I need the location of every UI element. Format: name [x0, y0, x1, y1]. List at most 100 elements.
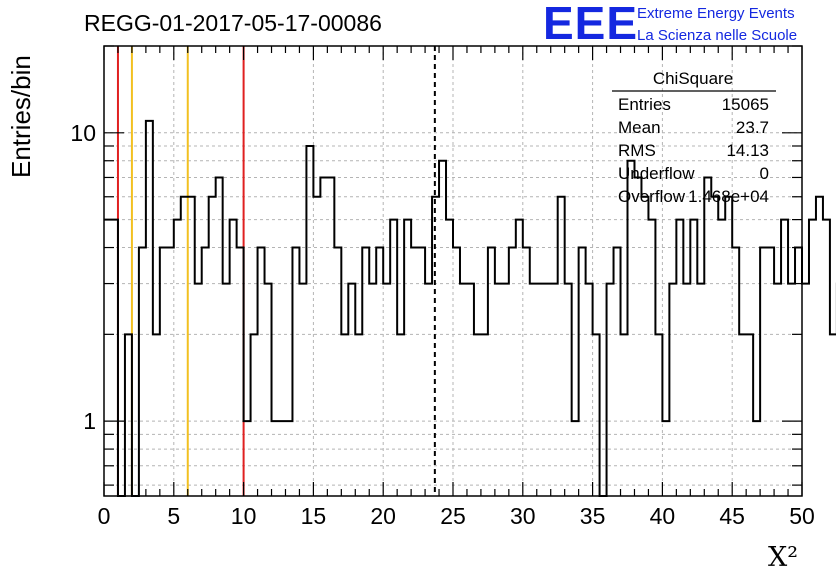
histogram-bin — [655, 334, 662, 496]
histogram-bin — [683, 284, 690, 496]
histogram-bin — [544, 284, 551, 496]
histogram-bin — [502, 284, 509, 496]
histogram-bin — [292, 248, 299, 496]
histogram-bin — [272, 421, 279, 496]
y-tick-label: 10 — [70, 120, 96, 146]
histogram-bin — [160, 248, 167, 496]
histogram-bin — [662, 421, 669, 496]
x-tick-label: 50 — [789, 503, 815, 529]
histogram-bin — [551, 284, 558, 496]
histogram-bin — [104, 220, 111, 496]
stats-value-rms: 14.13 — [726, 141, 769, 160]
histogram-bin — [362, 248, 369, 496]
histogram-bin — [223, 284, 230, 496]
histogram-bin — [607, 284, 614, 496]
histogram-bin — [125, 334, 132, 496]
histogram-bin — [327, 177, 334, 496]
x-tick-label: 45 — [719, 503, 745, 529]
stats-label-entries: Entries — [618, 95, 671, 114]
histogram-bin — [341, 334, 348, 496]
logo-line1: Extreme Energy Events — [637, 5, 795, 22]
histogram-bin — [704, 177, 711, 496]
grid — [104, 45, 802, 496]
histogram-bin — [579, 248, 586, 496]
histogram-bin — [621, 334, 628, 496]
stats-title: ChiSquare — [653, 69, 733, 88]
histogram-bin — [648, 220, 655, 496]
histogram-bin — [251, 334, 258, 496]
x-tick-label: 20 — [370, 503, 396, 529]
histogram-bin — [697, 284, 704, 496]
histogram-bin — [209, 197, 216, 496]
histogram-bin — [523, 248, 530, 496]
histogram-bin — [153, 334, 160, 496]
histogram-bin — [139, 248, 146, 496]
histogram-bin — [460, 284, 467, 496]
histogram-bin — [146, 121, 153, 496]
histogram-bin — [425, 284, 432, 496]
histogram-bin — [725, 197, 732, 496]
histogram-bin — [593, 334, 600, 496]
histogram-bin — [718, 220, 725, 496]
histogram-bin — [509, 248, 516, 496]
histogram-bin — [285, 421, 292, 496]
histogram-bin — [830, 334, 836, 496]
eee-logo: EEE Extreme Energy Events La Scienza nel… — [543, 0, 797, 49]
x-tick-label: 25 — [440, 503, 466, 529]
histogram-bin — [432, 197, 439, 496]
histogram-bin — [167, 248, 174, 496]
x-tick-label: 30 — [510, 503, 536, 529]
histogram-bin — [306, 146, 313, 496]
histogram-bin — [216, 177, 223, 496]
x-tick-label: 35 — [580, 503, 606, 529]
histogram-bin — [446, 220, 453, 496]
stats-value-overflow: 1.468e+04 — [688, 187, 769, 206]
histogram-bin — [732, 248, 739, 496]
histogram-bin — [537, 284, 544, 496]
histogram-bin — [795, 248, 802, 496]
x-tick-label: 5 — [167, 503, 180, 529]
y-axis-label: Entries/bin — [6, 55, 36, 178]
histogram-bin — [230, 220, 237, 496]
histogram-bin — [634, 177, 641, 496]
x-tick-label: 0 — [98, 503, 111, 529]
histogram-bin — [816, 197, 823, 496]
stats-box: ChiSquare Entries 15065 Mean 23.7 RMS 14.13 Un… — [612, 69, 776, 206]
histogram-bin — [237, 248, 244, 496]
histogram-bin — [669, 284, 676, 496]
histogram-bin — [439, 161, 446, 496]
histogram-bin — [390, 220, 397, 496]
histogram-bin — [348, 284, 355, 496]
histogram-outline — [104, 119, 836, 497]
histogram-bin — [565, 284, 572, 496]
histogram-bin — [299, 284, 306, 496]
stats-value-underflow: 0 — [760, 164, 769, 183]
histogram-bin — [481, 334, 488, 496]
logo-line2: La Scienza nelle Scuole — [637, 27, 797, 44]
histogram-bin — [188, 197, 195, 496]
histogram-bin — [676, 220, 683, 496]
histogram-bin — [334, 248, 341, 496]
histogram-bin — [495, 284, 502, 496]
histogram-bin — [774, 284, 781, 496]
histogram-bin — [516, 220, 523, 496]
histogram-bin — [174, 220, 181, 496]
histogram-bin — [802, 284, 809, 496]
stats-value-mean: 23.7 — [736, 118, 769, 137]
histogram-bin — [614, 248, 621, 496]
histogram-bin — [404, 220, 411, 496]
stats-label-overflow: Overflow — [618, 187, 686, 206]
histogram-bin — [739, 334, 746, 496]
histogram-bin — [488, 248, 495, 496]
histogram-bin — [376, 248, 383, 496]
histogram-bin — [111, 220, 118, 496]
histogram-bin — [530, 284, 537, 496]
histogram-series — [104, 119, 836, 497]
y-tick-label: 1 — [83, 408, 96, 434]
histogram-bin — [628, 161, 635, 496]
histogram-bin — [411, 248, 418, 496]
stats-label-mean: Mean — [618, 118, 661, 137]
stats-label-underflow: Underflow — [618, 164, 695, 183]
histogram-bin — [320, 177, 327, 496]
